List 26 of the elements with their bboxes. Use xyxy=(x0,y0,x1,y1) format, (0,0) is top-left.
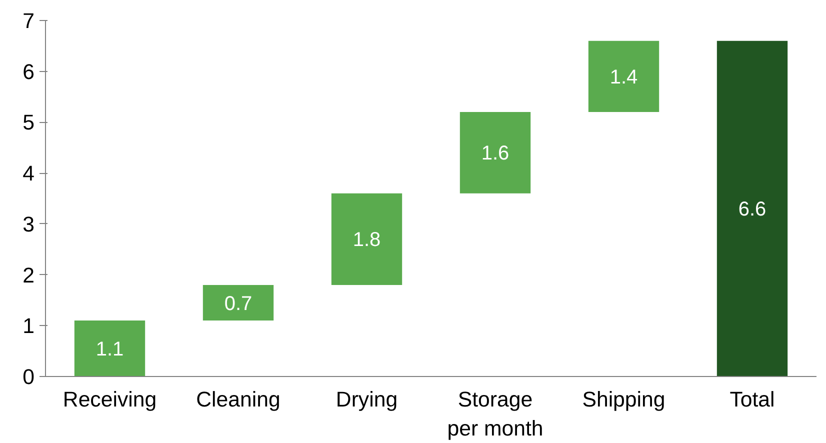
y-tick-label: 1 xyxy=(22,314,35,338)
y-tick-label: 5 xyxy=(22,110,35,135)
y-tick-label: 3 xyxy=(22,212,35,236)
x-tick-label: Cleaning xyxy=(196,388,280,412)
data-label: 0.7 xyxy=(224,292,252,315)
x-tick-label: Receiving xyxy=(62,388,157,412)
x-tick-label: Drying xyxy=(336,388,398,412)
y-tick-label: 7 xyxy=(22,9,35,33)
y-tick-label: 2 xyxy=(22,263,35,288)
x-tick-label: Shipping xyxy=(582,388,666,412)
y-tick-label: 4 xyxy=(22,162,35,186)
bar xyxy=(460,112,531,194)
bar xyxy=(716,40,788,376)
bar xyxy=(74,320,146,376)
data-label: 1.4 xyxy=(610,66,638,88)
x-tick-label: Total xyxy=(730,388,775,412)
bar xyxy=(588,40,660,112)
data-label: 1.1 xyxy=(96,338,124,361)
data-label: 1.6 xyxy=(481,142,510,165)
bar xyxy=(202,284,274,321)
data-label: 1.8 xyxy=(352,229,381,252)
y-tick-label: 0 xyxy=(22,365,35,389)
x-tick-label: Storage per month xyxy=(447,388,544,440)
y-tick-label: 6 xyxy=(22,60,35,84)
data-label: 6.6 xyxy=(738,198,766,221)
bar xyxy=(331,193,402,285)
